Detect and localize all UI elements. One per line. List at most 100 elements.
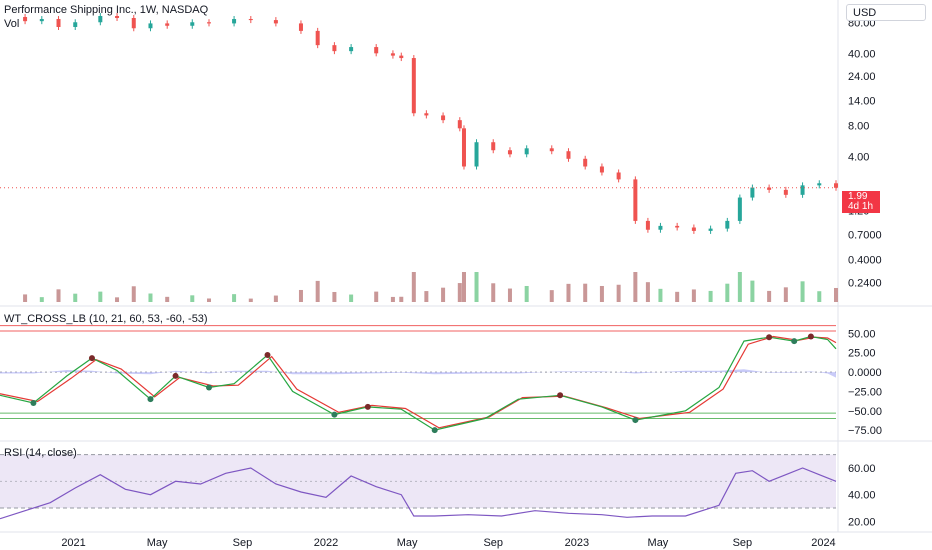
volume-bar	[599, 285, 604, 302]
volume-bar	[675, 291, 680, 302]
candle-body	[566, 151, 571, 159]
candle-body	[441, 115, 446, 121]
wt-cross-marker	[88, 355, 95, 362]
candle-body	[349, 47, 354, 52]
wt-cross-marker	[557, 392, 564, 399]
volume-bar	[399, 296, 404, 302]
rsi-tick-label: 60.00	[848, 463, 876, 475]
candle-body	[767, 187, 772, 190]
volume-bar	[207, 298, 211, 302]
wt-tick-label: 25.00	[848, 348, 876, 360]
candle-body	[457, 120, 462, 129]
volume-bar	[457, 283, 462, 302]
volume-bar	[39, 297, 44, 302]
candle-body	[73, 22, 78, 27]
candle-body	[148, 23, 153, 29]
last-price-value: 1.99	[848, 191, 868, 202]
candle-body	[507, 150, 512, 155]
candle-body	[98, 16, 103, 23]
candle-body	[658, 225, 663, 230]
time-tick-label: 2021	[61, 537, 85, 549]
volume-bar	[507, 288, 512, 302]
candle-body	[298, 23, 303, 31]
candle-body	[616, 172, 621, 180]
volume-bar	[800, 281, 805, 302]
candle-body	[399, 55, 404, 59]
price-tick-label: 14.00	[848, 95, 876, 107]
volume-bar	[691, 289, 696, 302]
wt-cross-marker	[30, 400, 37, 407]
last-price-badge: 1.99 4d 1h	[842, 191, 880, 213]
candle-body	[708, 228, 713, 231]
time-tick-label: May	[397, 537, 418, 549]
candle-body	[725, 220, 730, 229]
candle-body	[783, 189, 788, 195]
volume-bar	[549, 290, 554, 302]
wt-cross-marker	[632, 417, 639, 424]
time-tick-label: 2022	[314, 537, 338, 549]
volume-bar	[633, 272, 638, 302]
volume-bar	[56, 289, 61, 302]
candle-body	[56, 19, 61, 27]
candle-body	[583, 158, 588, 167]
volume-label: Vol	[4, 18, 19, 30]
wt-cross-marker	[331, 411, 338, 418]
candle-body	[474, 142, 479, 167]
wt-cross-marker	[364, 403, 371, 410]
volume-bar	[232, 294, 237, 302]
time-tick-label: 2023	[565, 537, 589, 549]
volume-bar	[817, 291, 822, 302]
candle-body	[834, 183, 838, 188]
volume-bar	[374, 291, 379, 302]
candle-body	[390, 53, 395, 56]
volume-bar	[190, 295, 195, 302]
price-tick-label: 0.4000	[848, 255, 882, 267]
volume-bar	[658, 288, 663, 302]
volume-bar	[441, 287, 446, 302]
time-tick-label: Sep	[733, 537, 753, 549]
wt-cross-marker	[431, 427, 438, 434]
rsi-indicator-title: RSI (14, close)	[4, 447, 77, 459]
wt-tick-label: −25.00	[848, 386, 882, 398]
wt-tick-label: 50.00	[848, 328, 876, 340]
volume-bar	[737, 272, 742, 302]
wt-cross-marker	[147, 396, 154, 403]
wt-tick-label: 0.0000	[848, 367, 882, 379]
wt1-line	[0, 335, 837, 431]
volume-bar	[491, 283, 496, 302]
rsi-tick-label: 20.00	[848, 516, 876, 528]
volume-bar	[411, 272, 416, 302]
wt-cross-marker	[172, 372, 179, 379]
wt-cross-marker	[264, 352, 271, 359]
price-tick-label: 0.2400	[848, 278, 882, 290]
volume-bar	[73, 293, 78, 302]
wt-indicator-title: WT_CROSS_LB (10, 21, 60, 53, -60, -53)	[4, 313, 208, 325]
candle-body	[800, 185, 805, 195]
candle-body	[549, 148, 554, 152]
candle-body	[131, 17, 136, 29]
time-tick-label: Sep	[233, 537, 253, 549]
candle-body	[39, 19, 44, 22]
candle-body	[332, 45, 337, 52]
candle-body	[424, 113, 429, 116]
candle-body	[207, 22, 211, 24]
wt-cross-marker	[791, 338, 798, 345]
candle-body	[190, 22, 195, 26]
candle-body	[315, 30, 320, 46]
candle-body	[461, 128, 466, 167]
wt-cross-marker	[766, 334, 773, 341]
volume-bar	[148, 293, 153, 302]
candle-body	[750, 187, 755, 198]
currency-selector[interactable]: USD	[846, 4, 926, 21]
price-tick-label: 4.00	[848, 151, 869, 163]
volume-bar	[767, 290, 772, 302]
volume-bar	[23, 294, 28, 302]
candle-body	[524, 148, 529, 155]
candle-body	[691, 227, 696, 231]
candle-body	[491, 142, 496, 151]
wt-histogram	[0, 369, 836, 378]
volume-bar	[98, 291, 103, 302]
volume-bar	[424, 291, 429, 302]
volume-bar	[725, 283, 730, 302]
